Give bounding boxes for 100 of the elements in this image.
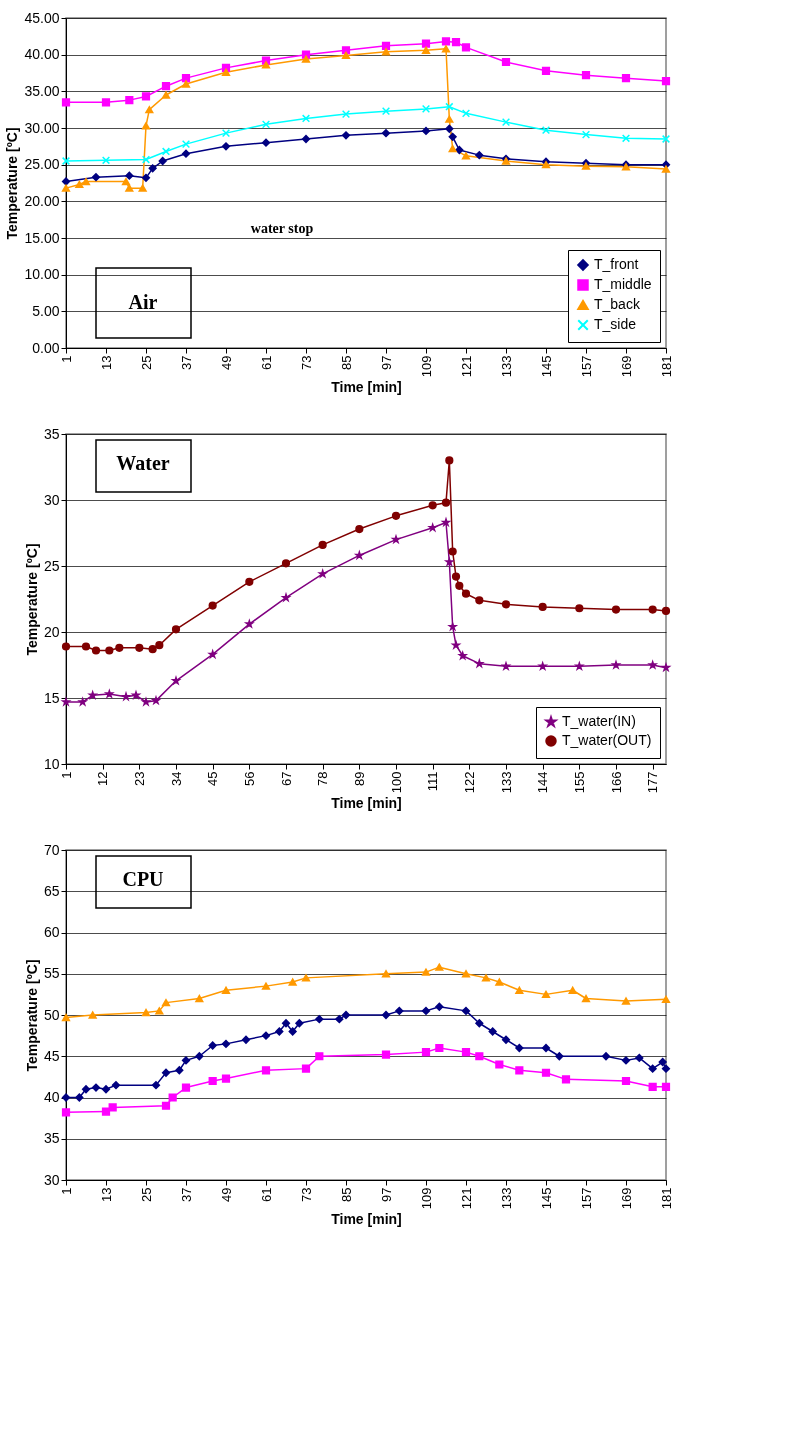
y-tick-label: 30.00 [24, 119, 60, 136]
x-tick-label: 34 [168, 771, 184, 786]
x-tick-label: 73 [298, 1187, 314, 1202]
x-tick-label: 1 [58, 355, 74, 363]
x-tick-label: 133 [498, 1187, 514, 1210]
y-tick-label: 30 [43, 1171, 60, 1188]
y-tick-label: 10.00 [24, 266, 60, 283]
point [221, 129, 231, 138]
x-tick-label: 78 [315, 771, 331, 786]
annotation: water stop [250, 221, 314, 237]
x-tick-label: 100 [388, 771, 404, 794]
legend-label: T_side [594, 316, 637, 332]
x-tick-label: 109 [418, 355, 434, 378]
x-tick-label: 145 [538, 355, 554, 378]
point [341, 109, 351, 119]
x-tick-label: 37 [178, 355, 194, 370]
y-tick-label: 45.00 [24, 9, 60, 26]
x-tick-label: 121 [458, 1187, 474, 1210]
point [381, 107, 391, 116]
x-tick-label: 56 [241, 771, 257, 786]
x-tick-label: 157 [578, 355, 594, 378]
x-axis-title: Time [min] [331, 1211, 402, 1228]
legend-label: T_front [594, 256, 639, 272]
x-tick-label: 13 [98, 1187, 114, 1202]
x-tick-label: 85 [338, 1187, 354, 1202]
x-tick-label: 49 [218, 355, 234, 370]
y-tick-label: 40.00 [24, 46, 60, 63]
x-tick-label: 45 [205, 771, 221, 786]
y-tick-label: 35 [43, 1130, 60, 1147]
x-tick-label: 122 [461, 771, 477, 794]
x-tick-label: 145 [538, 1187, 554, 1210]
x-tick-label: 97 [378, 355, 394, 370]
point [421, 104, 431, 114]
y-tick-label: 55 [43, 965, 60, 982]
x-tick-label: 1 [58, 771, 74, 779]
x-tick-label: 144 [535, 771, 551, 794]
y-tick-label: 35.00 [24, 82, 60, 99]
y-tick-label: 25 [43, 557, 60, 574]
y-tick-label: 45 [43, 1047, 60, 1064]
point [541, 126, 551, 135]
x-tick-label: 181 [658, 355, 674, 378]
x-tick-label: 61 [258, 1187, 274, 1202]
x-tick-label: 169 [618, 1187, 634, 1210]
point [301, 114, 311, 123]
legend-label: T_back [594, 296, 641, 312]
legend-label: T_middle [594, 276, 652, 292]
point [141, 155, 151, 164]
y-axis-title: Temperature [ºC] [23, 543, 40, 656]
x-axis-title: Time [min] [331, 795, 402, 812]
x-tick-label: 61 [258, 355, 274, 370]
y-tick-label: 0.00 [32, 339, 60, 356]
x-tick-label: 73 [298, 355, 314, 370]
x-tick-label: 111 [425, 771, 441, 792]
x-tick-label: 25 [138, 355, 154, 370]
x-tick-label: 181 [658, 1187, 674, 1210]
legend-label: T_water(IN) [562, 713, 636, 729]
x-tick-label: 49 [218, 1187, 234, 1202]
point [461, 109, 471, 118]
x-tick-label: 177 [645, 771, 661, 794]
x-tick-label: 67 [278, 771, 294, 786]
point [501, 118, 511, 127]
y-tick-label: 15 [43, 689, 60, 706]
y-axis-title: Temperature [ºC] [4, 127, 21, 240]
y-tick-label: 5.00 [32, 302, 60, 319]
y-axis-title: Temperature [ºC] [23, 959, 40, 1072]
y-tick-label: 10 [43, 755, 60, 772]
point [581, 130, 591, 139]
legend-label: T_water(OUT) [562, 732, 652, 748]
y-tick-label: 35 [43, 425, 60, 442]
x-tick-label: 85 [338, 355, 354, 370]
y-tick-label: 70 [43, 841, 60, 858]
x-tick-label: 97 [378, 1187, 394, 1202]
x-tick-label: 1 [58, 1187, 74, 1195]
x-tick-label: 157 [578, 1187, 594, 1210]
y-tick-label: 50 [43, 1006, 60, 1023]
x-tick-label: 121 [458, 355, 474, 378]
y-tick-label: 40 [43, 1089, 60, 1105]
y-tick-label: 20.00 [24, 192, 60, 209]
y-tick-label: 20 [43, 623, 60, 640]
x-tick-label: 13 [98, 355, 114, 370]
y-tick-label: 30 [43, 491, 60, 508]
annotation: Air [128, 291, 158, 313]
x-axis-title: Time [min] [331, 379, 402, 396]
point [261, 120, 271, 129]
x-tick-label: 166 [608, 771, 624, 794]
y-tick-label: 65 [43, 882, 60, 899]
point [445, 102, 454, 111]
x-tick-label: 133 [498, 355, 514, 378]
annotation: CPU [122, 868, 164, 890]
point [661, 134, 671, 144]
x-tick-label: 155 [571, 771, 587, 794]
annotation: Water [116, 452, 170, 474]
x-tick-label: 169 [618, 355, 634, 378]
x-tick-label: 133 [498, 771, 514, 794]
point [161, 147, 171, 156]
x-tick-label: 25 [138, 1187, 154, 1202]
x-tick-label: 89 [351, 771, 367, 786]
x-tick-label: 12 [95, 771, 111, 786]
point [621, 134, 631, 143]
point [181, 140, 191, 149]
